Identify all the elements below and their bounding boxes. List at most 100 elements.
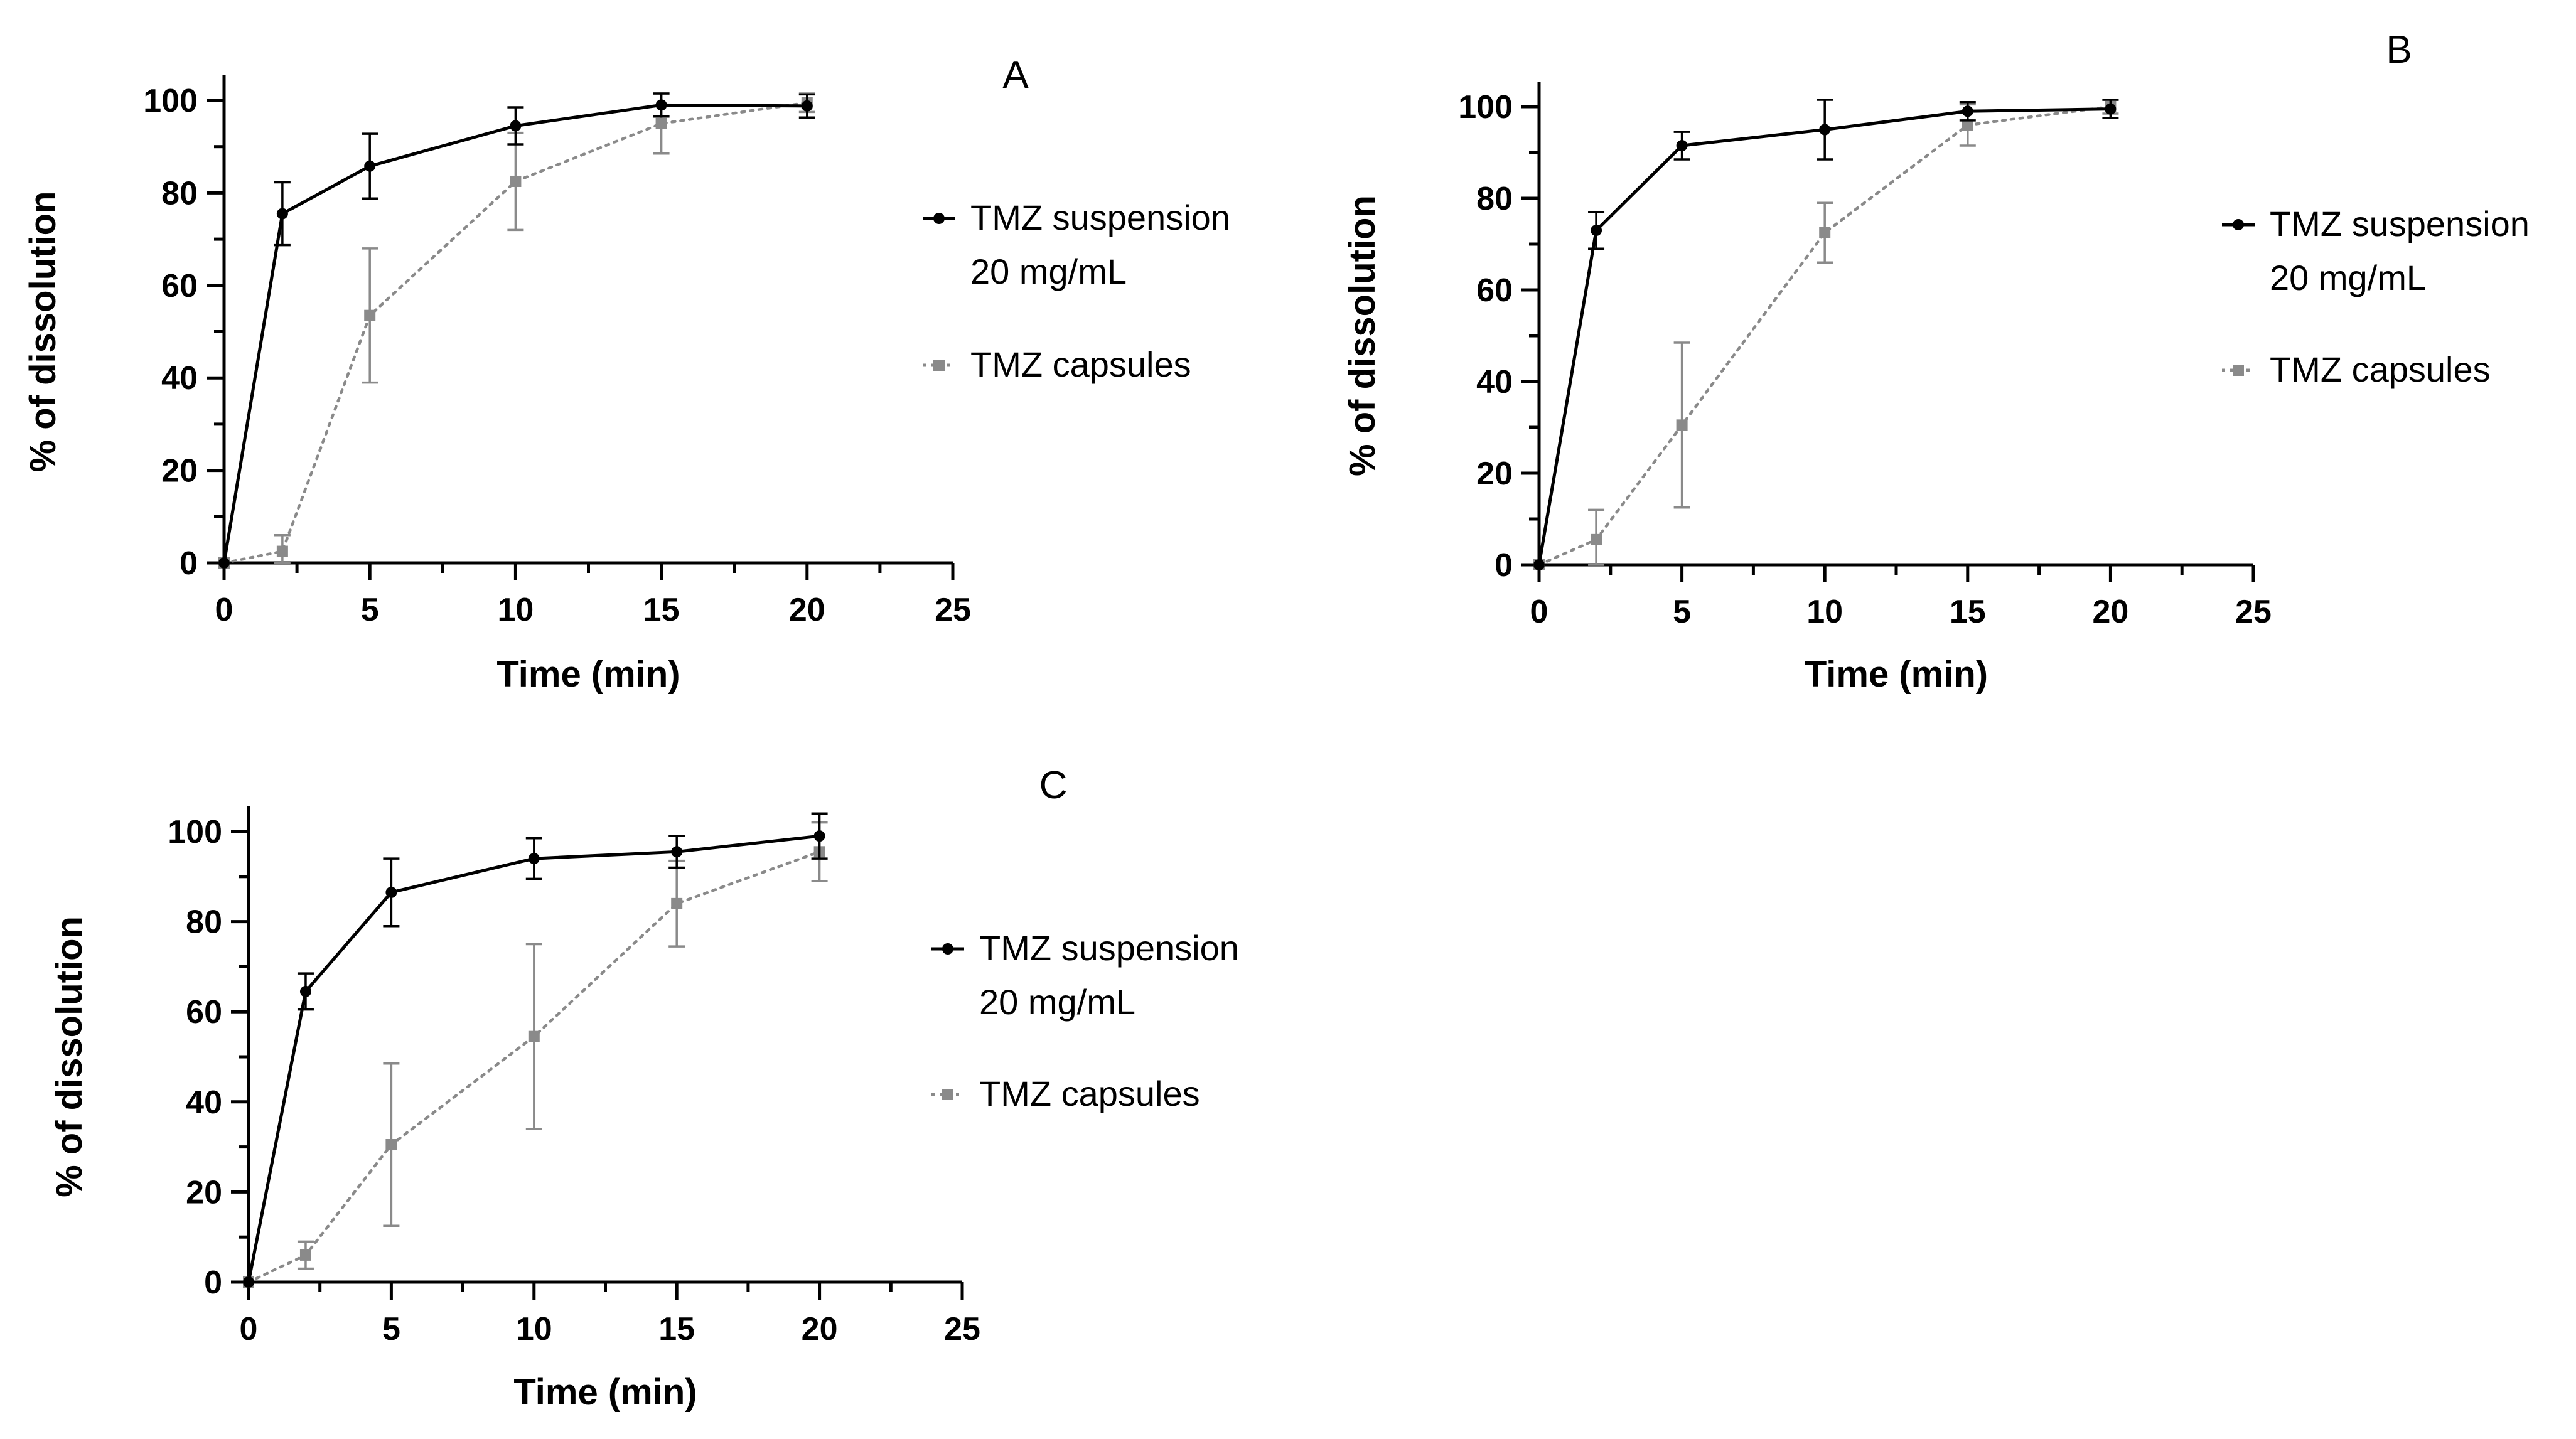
legend-label: TMZ suspension	[970, 198, 1230, 237]
data-point	[528, 853, 540, 865]
data-point	[801, 100, 813, 112]
legend: TMZ suspension 20 mg/mL TMZ capsules	[2222, 204, 2530, 389]
x-tick-label: 20	[802, 1311, 838, 1347]
x-tick-label: 0	[240, 1311, 258, 1347]
series-line	[247, 834, 822, 1284]
series-suspension	[218, 92, 815, 569]
y-tick-label: 20	[186, 1174, 222, 1211]
x-tick-label: 10	[497, 592, 534, 628]
y-tick-label: 100	[1458, 89, 1513, 126]
data-point	[655, 99, 667, 111]
y-tick-label: 60	[186, 994, 222, 1030]
y-axis-title: % of dissolution	[49, 916, 90, 1197]
x-axis-title: Time (min)	[513, 1372, 697, 1413]
legend-item: TMZ capsules	[931, 1074, 1200, 1113]
data-point	[1962, 105, 1973, 117]
legend-label-line2: 20 mg/mL	[979, 982, 1135, 1022]
legend-marker	[933, 213, 945, 224]
x-tick-label: 5	[382, 1311, 400, 1347]
legend-marker	[2233, 365, 2244, 376]
legend-marker	[942, 943, 953, 955]
series-capsules	[243, 821, 828, 1288]
x-axis-title: Time (min)	[496, 654, 680, 695]
data-point	[1591, 533, 1602, 545]
legend: TMZ suspension 20 mg/mL TMZ capsules	[931, 928, 1239, 1113]
chart-panel-c: 0 5 10 15 20 25 0 20 40 60 80 100 Time (min) % of dis…	[49, 764, 1239, 1413]
data-point	[364, 309, 376, 321]
y-tick-label: 0	[1495, 547, 1513, 584]
y-tick-label: 40	[1476, 364, 1513, 400]
y-tick-label: 60	[1476, 272, 1513, 309]
legend-marker	[942, 1089, 953, 1100]
data-point	[1676, 419, 1688, 431]
series-line	[1537, 105, 2112, 567]
data-point	[510, 175, 522, 187]
y-tick-label: 80	[186, 904, 222, 941]
data-point	[276, 208, 288, 220]
data-point	[218, 557, 230, 569]
legend-label: TMZ capsules	[2270, 350, 2491, 389]
x-tick-label: 0	[1530, 594, 1548, 630]
legend-label: TMZ suspension	[979, 928, 1239, 968]
data-point	[1591, 225, 1602, 237]
data-point	[276, 545, 288, 557]
legend-item: TMZ suspension 20 mg/mL	[2222, 204, 2530, 297]
data-point	[1819, 227, 1831, 238]
legend-item: TMZ suspension 20 mg/mL	[931, 928, 1239, 1022]
y-tick-label: 0	[180, 545, 198, 582]
series-suspension	[243, 812, 828, 1288]
x-tick-label: 25	[2235, 594, 2272, 630]
y-tick-label: 80	[1476, 181, 1513, 217]
x-tick-label: 15	[658, 1311, 695, 1347]
data-point	[671, 897, 683, 909]
series-line	[222, 103, 809, 565]
data-point	[528, 1030, 540, 1042]
y-tick-label: 40	[186, 1084, 222, 1121]
chart-panel-b: 0 5 10 15 20 25 0 20 40 60 80 100 Time (min) % of dis…	[1342, 28, 2530, 695]
y-tick-label: 60	[161, 268, 198, 304]
data-point	[243, 1276, 254, 1288]
legend-label-line2: 20 mg/mL	[970, 252, 1127, 291]
legend-label: TMZ capsules	[979, 1074, 1200, 1113]
data-point	[2105, 103, 2117, 115]
series-suspension	[1533, 99, 2119, 570]
y-tick-label: 80	[161, 175, 198, 211]
y-axis-title: % of dissolution	[1342, 195, 1383, 476]
x-tick-label: 25	[935, 592, 971, 628]
series-line	[247, 850, 821, 1284]
panel-label: C	[1039, 764, 1068, 807]
legend-marker	[2233, 219, 2244, 230]
data-point	[655, 117, 667, 129]
x-tick-label: 10	[1806, 594, 1843, 630]
legend-label: TMZ suspension	[2270, 204, 2530, 243]
y-tick-label: 20	[1476, 456, 1513, 492]
data-point	[1819, 124, 1831, 136]
legend-label: TMZ capsules	[970, 345, 1191, 384]
x-axis-title: Time (min)	[1805, 654, 1988, 695]
x-tick-label: 0	[215, 592, 233, 628]
legend: TMZ suspension 20 mg/mL TMZ capsules	[923, 198, 1230, 384]
y-tick-label: 100	[168, 814, 222, 850]
x-tick-label: 25	[944, 1311, 980, 1347]
data-point	[1962, 119, 1973, 131]
legend-label-line2: 20 mg/mL	[2270, 258, 2426, 297]
data-point	[1676, 140, 1688, 152]
data-point	[671, 846, 683, 858]
series-capsules	[218, 92, 815, 569]
data-point	[299, 985, 311, 997]
data-point	[1533, 559, 1545, 570]
legend-item: TMZ capsules	[923, 345, 1191, 384]
x-tick-label: 15	[1950, 594, 1986, 630]
x-tick-label: 15	[643, 592, 680, 628]
x-tick-label: 10	[516, 1311, 552, 1347]
series-capsules	[1533, 99, 2119, 570]
chart-panel-a: 0 5 10 15 20 25 0 20 40 60 80 100 Time (min) % of dis…	[23, 53, 1230, 695]
x-tick-label: 20	[2092, 594, 2128, 630]
panel-label: B	[2386, 28, 2412, 72]
y-tick-label: 0	[204, 1265, 222, 1301]
data-point	[364, 160, 376, 172]
x-tick-label: 5	[1673, 594, 1691, 630]
legend-marker	[933, 360, 945, 371]
legend-item: TMZ suspension 20 mg/mL	[923, 198, 1230, 291]
